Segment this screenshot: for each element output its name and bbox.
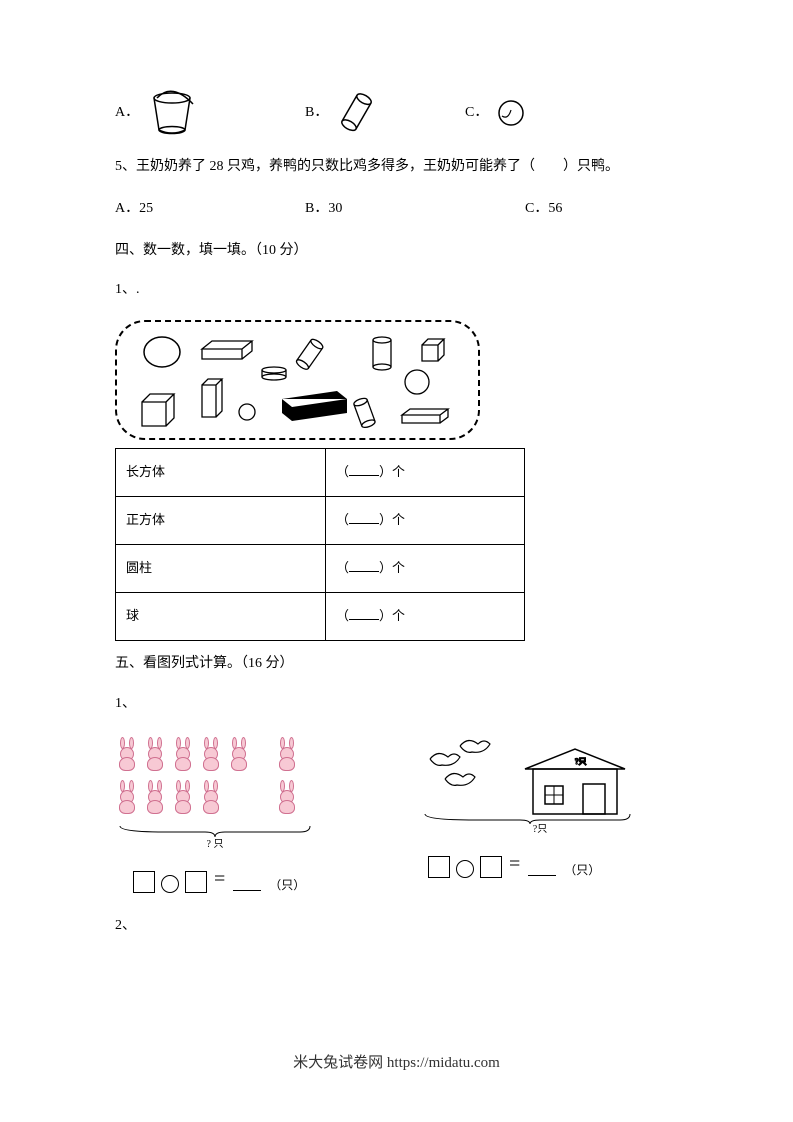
cell-label: 球 [116, 593, 326, 641]
opt-b-label: B． [305, 100, 328, 125]
q5-opt-b: B．30 [305, 197, 525, 217]
answer-blank [528, 875, 556, 876]
rabbits-box [115, 734, 315, 824]
equation-box-icon [133, 871, 155, 893]
answer-blank [233, 890, 261, 891]
section4-item1: 1、. [115, 277, 678, 302]
rabbit-icon [199, 782, 223, 816]
birds-house-icon: ?只 [415, 734, 645, 824]
rabbit-icon [227, 739, 251, 773]
birds-house-figure: ?只 ?只 = （只） [405, 734, 675, 893]
footer-text: 米大兔试卷网 https://midatu.com [0, 1051, 793, 1072]
cell-blank: （）个 [326, 545, 525, 593]
cell-blank: （）个 [326, 449, 525, 497]
cell-label: 圆柱 [116, 545, 326, 593]
q5-opt-a: A．25 [115, 197, 305, 217]
equation-left: = （只） [130, 868, 405, 893]
unit-label: （只） [564, 861, 600, 878]
equals-icon: = [509, 853, 520, 876]
q5-options: A．25 B．30 C．56 [115, 197, 678, 217]
rabbit-icon [199, 739, 223, 773]
cylinder-tilted-icon [336, 91, 376, 135]
opt-a-label: A． [115, 100, 139, 125]
equation-box-icon [480, 856, 502, 878]
table-row: 球 （）个 [116, 593, 525, 641]
equation-box-icon [428, 856, 450, 878]
section4-title: 四、数一数，填一填。（10 分） [115, 239, 678, 259]
equals-icon: = [214, 868, 225, 891]
rabbit-icon [275, 782, 299, 816]
rabbit-icon [171, 739, 195, 773]
equation-right: = （只） [425, 853, 675, 878]
opt-c-label: C． [465, 100, 488, 125]
table-row: 长方体 （）个 [116, 449, 525, 497]
cell-label: 正方体 [116, 497, 326, 545]
bucket-icon [147, 90, 197, 136]
shapes-box [115, 320, 480, 440]
rabbits-figure: ? 只 = （只） [115, 734, 405, 893]
figure-row: ? 只 = （只） [115, 734, 678, 893]
rabbit-icon [143, 739, 167, 773]
section5-title: 五、看图列式计算。（16 分） [115, 651, 678, 676]
rabbit-icon [115, 739, 139, 773]
q4-opt-c: C． [465, 90, 526, 136]
equation-circle-icon [161, 875, 179, 893]
rabbit-icon [275, 739, 299, 773]
rabbit-icon [115, 782, 139, 816]
section5-item1: 1、 [115, 691, 678, 716]
shapes-count-table: 长方体 （）个 正方体 （）个 圆柱 （）个 球 （）个 [115, 448, 525, 641]
equation-box-icon [185, 871, 207, 893]
section5-item2: 2、 [115, 913, 678, 938]
rabbit-icon [171, 782, 195, 816]
q5-opt-c: C．56 [525, 197, 562, 217]
equation-circle-icon [456, 860, 474, 878]
cell-label: 长方体 [116, 449, 326, 497]
rabbit-icon [143, 782, 167, 816]
table-row: 圆柱 （）个 [116, 545, 525, 593]
shapes-collection-icon [117, 322, 482, 442]
q4-opt-a: A． [115, 90, 305, 136]
birds-house-box: ?只 [415, 734, 645, 824]
q5-text: 5、王奶奶养了 28 只鸡，养鸭的只数比鸡多得多，王奶奶可能养了（ ）只鸭。 [115, 154, 678, 179]
ball-icon [496, 98, 526, 128]
q4-options: A． B． C． [115, 90, 678, 136]
unit-label: （只） [269, 876, 305, 893]
q4-opt-b: B． [305, 90, 465, 136]
table-row: 正方体 （）个 [116, 497, 525, 545]
cell-blank: （）个 [326, 593, 525, 641]
svg-text:?只: ?只 [575, 757, 587, 766]
cell-blank: （）个 [326, 497, 525, 545]
